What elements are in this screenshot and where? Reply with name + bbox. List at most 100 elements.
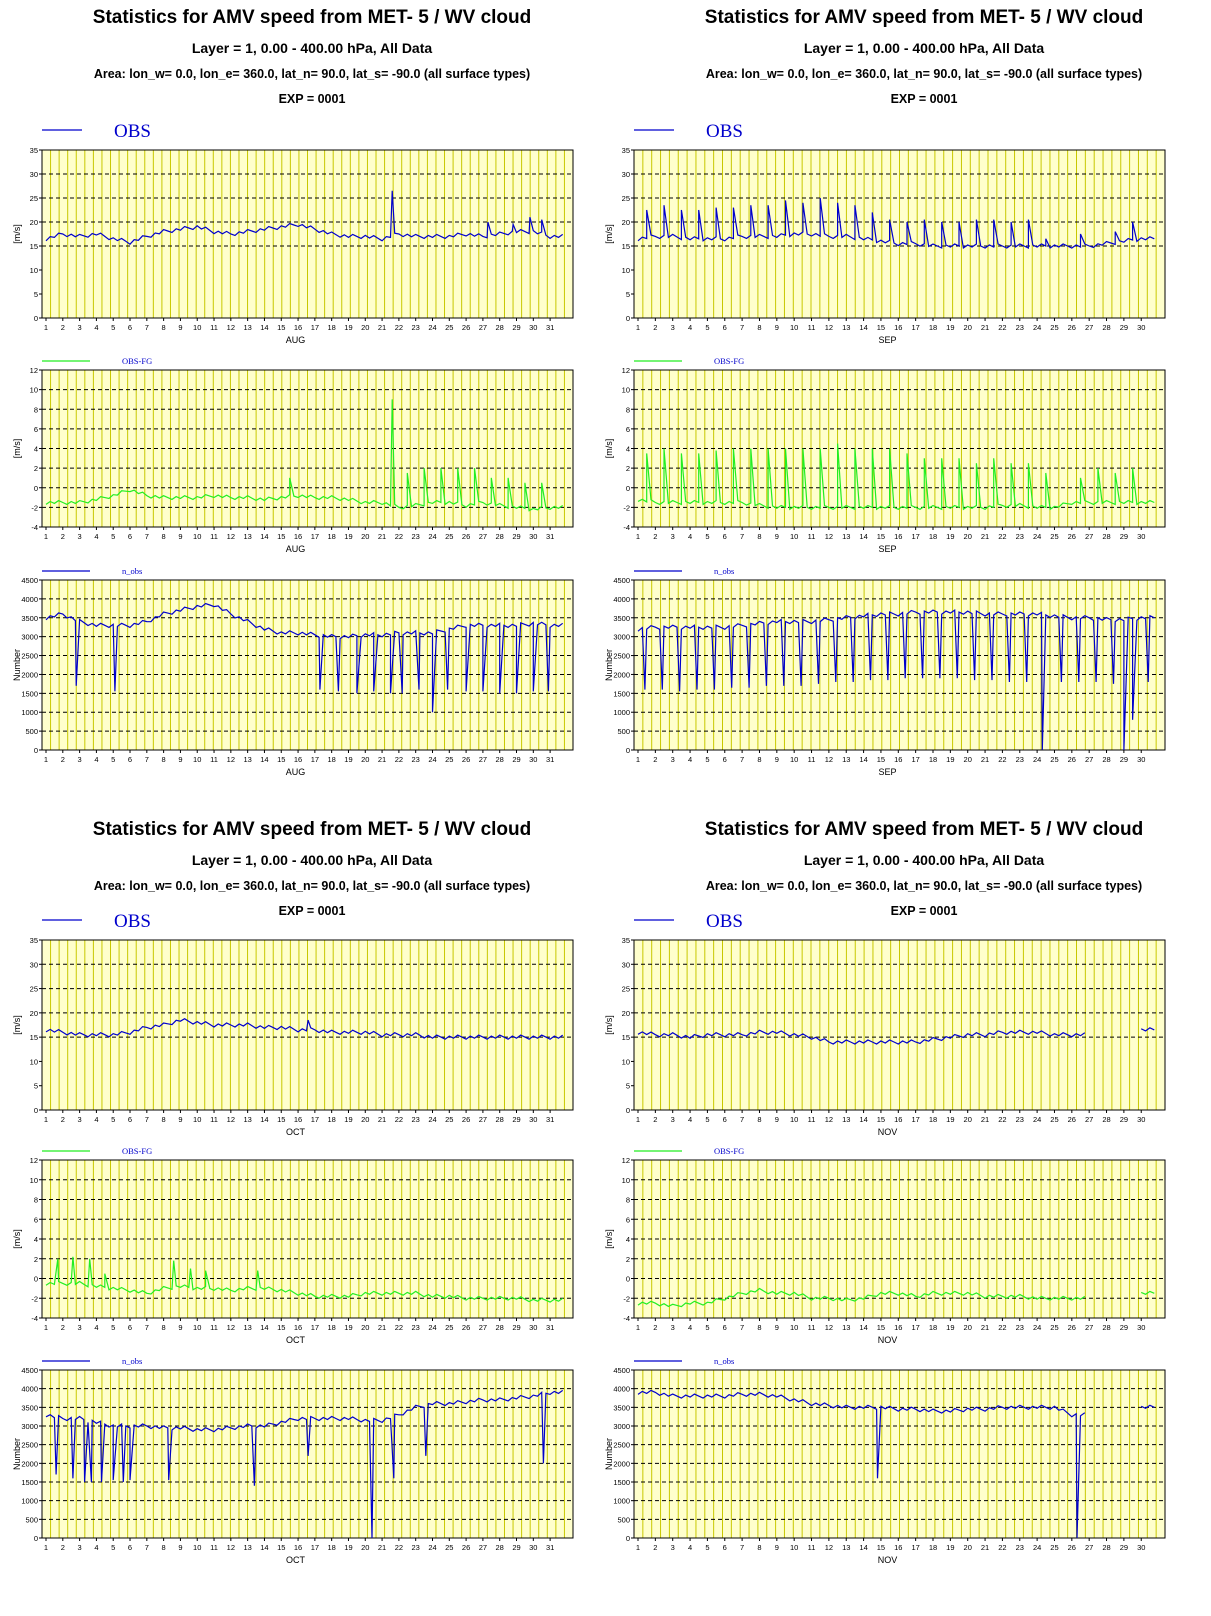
x-tick-label: 9: [178, 755, 182, 764]
y-tick-label: 2000: [21, 670, 38, 679]
x-tick-label: 20: [361, 1115, 369, 1124]
x-tick-label: 22: [998, 755, 1006, 764]
y-tick-label: 6: [34, 1215, 38, 1224]
series-line-nobs: [1140, 1404, 1155, 1409]
x-tick-label: 26: [462, 1323, 470, 1332]
x-tick-label: 12: [227, 532, 235, 541]
series-line-obs: [45, 1017, 564, 1040]
x-tick-label: 25: [445, 1323, 453, 1332]
x-tick-label: 30: [529, 755, 537, 764]
x-tick-label: 7: [740, 1115, 744, 1124]
y-tick-label: 10: [622, 1176, 630, 1185]
x-tick-label: 10: [193, 532, 201, 541]
x-tick-label: 18: [327, 1115, 335, 1124]
x-tick-label: 3: [671, 532, 675, 541]
x-tick-label: 11: [210, 1323, 218, 1332]
x-tick-label: 17: [911, 1543, 919, 1552]
x-tick-label: 14: [859, 1115, 867, 1124]
x-tick-label: 10: [193, 1543, 201, 1552]
x-tick-label: 2: [653, 323, 657, 332]
x-tick-label: 27: [479, 1323, 487, 1332]
y-tick-label: 0: [626, 1275, 630, 1284]
x-tick-label: 8: [162, 1543, 166, 1552]
y-tick-label: 0: [626, 1106, 630, 1115]
y-tick-label: 35: [30, 146, 38, 155]
y-tick-label: 15: [30, 1033, 38, 1042]
y-tick-label: 500: [617, 1515, 630, 1524]
plot-frame: [633, 939, 1166, 1111]
panel-title: Statistics for AMV speed from MET- 5 / W…: [705, 819, 1143, 840]
x-tick-label: 28: [1102, 755, 1110, 764]
y-tick-label: -4: [623, 523, 630, 532]
plot-nov-nobs: 0 500 1000 1500 2000 2500 3000 3500 4000 4500 Numb…: [604, 1356, 1166, 1565]
x-tick-label: 12: [825, 1543, 833, 1552]
x-tick-label: 29: [512, 755, 520, 764]
x-tick-label: 13: [842, 755, 850, 764]
series-line-obs: [637, 197, 1155, 250]
x-tick-label: 16: [894, 532, 902, 541]
x-tick-label: 21: [378, 755, 386, 764]
x-tick-label: 13: [842, 323, 850, 332]
x-tick-label: 4: [688, 1115, 692, 1124]
x-tick-label: 21: [981, 1543, 989, 1552]
x-tick-label: 21: [981, 1323, 989, 1332]
x-tick-label: 30: [1137, 1323, 1145, 1332]
x-tick-label: 7: [740, 323, 744, 332]
series-line-obs: [45, 190, 564, 245]
legend-label: OBS: [114, 911, 151, 932]
panel-area: Area: lon_w= 0.0, lon_e= 360.0, lat_n= 9…: [94, 879, 530, 893]
x-tick-label: 21: [378, 1323, 386, 1332]
x-axis-month-label: AUG: [286, 544, 306, 554]
x-tick-label: 14: [260, 1543, 268, 1552]
series-line-nobs: [637, 1389, 1086, 1539]
y-tick-label: 2000: [613, 1459, 630, 1468]
x-tick-label: 13: [842, 532, 850, 541]
x-tick-label: 24: [428, 532, 436, 541]
x-tick-label: 14: [859, 1323, 867, 1332]
x-tick-label: 13: [243, 532, 251, 541]
x-tick-label: 30: [529, 1323, 537, 1332]
y-tick-label: 2500: [21, 1441, 38, 1450]
x-tick-label: 18: [327, 755, 335, 764]
y-tick-label: 1000: [613, 1497, 630, 1506]
y-tick-label: 10: [30, 1057, 38, 1066]
series-line-nobs: [637, 608, 1155, 751]
x-tick-label: 10: [193, 323, 201, 332]
x-tick-label: 20: [361, 755, 369, 764]
x-tick-label: 19: [946, 1323, 954, 1332]
x-tick-label: 29: [1120, 755, 1128, 764]
x-tick-label: 8: [162, 323, 166, 332]
x-tick-label: 30: [1137, 1115, 1145, 1124]
y-tick-label: 25: [622, 985, 630, 994]
x-tick-label: 10: [193, 1323, 201, 1332]
panel-header-sep: Statistics for AMV speed from MET- 5 / W…: [705, 7, 1143, 106]
y-tick-label: 0: [34, 1106, 38, 1115]
series-line-obsfg: [45, 399, 564, 512]
panel-area: Area: lon_w= 0.0, lon_e= 360.0, lat_n= 9…: [94, 67, 530, 81]
x-tick-label: 2: [61, 323, 65, 332]
legend-label: n_obs: [714, 1356, 734, 1366]
x-tick-label: 12: [227, 1543, 235, 1552]
x-tick-label: 1: [44, 323, 48, 332]
y-tick-label: 5: [626, 1082, 630, 1091]
x-tick-label: 6: [723, 755, 727, 764]
x-tick-label: 4: [94, 323, 98, 332]
x-tick-label: 2: [653, 532, 657, 541]
x-tick-label: 28: [1102, 1115, 1110, 1124]
x-tick-label: 24: [428, 1543, 436, 1552]
x-tick-label: 12: [825, 1323, 833, 1332]
x-tick-label: 24: [428, 1115, 436, 1124]
series-line-obs: [1140, 1027, 1155, 1032]
x-tick-label: 22: [998, 1543, 1006, 1552]
y-tick-label: 4: [34, 445, 38, 454]
y-axis-label: [m/s]: [604, 439, 614, 459]
x-tick-label: 17: [911, 755, 919, 764]
x-tick-label: 7: [145, 1115, 149, 1124]
y-tick-label: 20: [622, 1009, 630, 1018]
x-tick-label: 25: [445, 1115, 453, 1124]
x-tick-label: 3: [671, 755, 675, 764]
x-tick-label: 28: [1102, 532, 1110, 541]
x-tick-label: 16: [894, 1323, 902, 1332]
